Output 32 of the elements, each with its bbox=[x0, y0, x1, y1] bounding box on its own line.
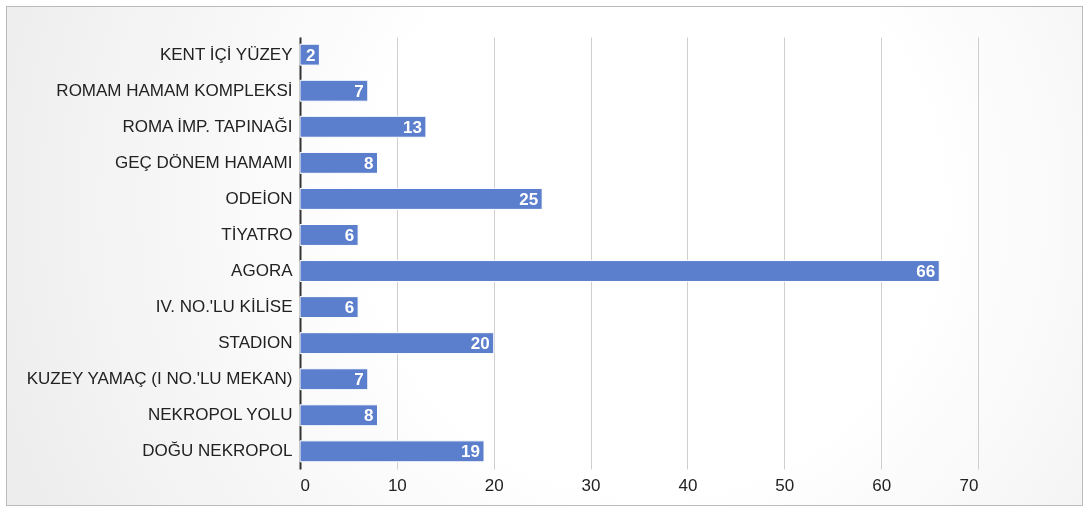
y-tick-label: ROMAM HAMAM KOMPLEKSİ bbox=[56, 80, 293, 100]
data-label: 7 bbox=[354, 81, 364, 101]
data-label: 8 bbox=[364, 153, 374, 173]
x-tick-label: 50 bbox=[775, 475, 795, 495]
y-tick-label: KUZEY YAMAÇ (I NO.'LU MEKAN) bbox=[26, 369, 293, 389]
data-label: 6 bbox=[344, 298, 355, 318]
x-tick-label: 10 bbox=[387, 475, 407, 495]
data-label: 7 bbox=[354, 370, 364, 390]
y-tick-label: ROMA İMP. TAPINAĞI bbox=[122, 116, 293, 136]
data-label: 6 bbox=[344, 225, 355, 245]
x-tick-label: 40 bbox=[678, 475, 698, 495]
x-tick-label: 60 bbox=[872, 475, 892, 495]
data-label: 2 bbox=[305, 45, 316, 65]
x-tick-label: 0 bbox=[300, 475, 310, 495]
y-tick-label: ODEİON bbox=[225, 188, 293, 208]
y-tick-label: IV. NO.'LU KİLİSE bbox=[155, 297, 293, 317]
data-label: 20 bbox=[470, 334, 490, 354]
y-tick-label: DOĞU NEKROPOL bbox=[142, 441, 293, 461]
y-tick-label: KENT İÇİ YÜZEY bbox=[159, 44, 293, 64]
y-tick-label: STADION bbox=[218, 333, 293, 353]
y-tick-label: GEÇ DÖNEM HAMAMI bbox=[114, 152, 293, 172]
y-tick-label: AGORA bbox=[231, 261, 294, 281]
x-tick-label: 20 bbox=[484, 475, 504, 495]
y-tick-label: TİYATRO bbox=[221, 224, 293, 244]
data-label: 25 bbox=[519, 189, 539, 209]
y-tick-label: NEKROPOL YOLU bbox=[147, 405, 293, 425]
x-tick-label: 30 bbox=[581, 475, 601, 495]
data-label: 8 bbox=[364, 406, 374, 426]
x-tick-label: 70 bbox=[959, 475, 979, 495]
data-label: 13 bbox=[402, 117, 422, 137]
data-label: 66 bbox=[916, 262, 936, 282]
data-label: 19 bbox=[461, 442, 481, 462]
